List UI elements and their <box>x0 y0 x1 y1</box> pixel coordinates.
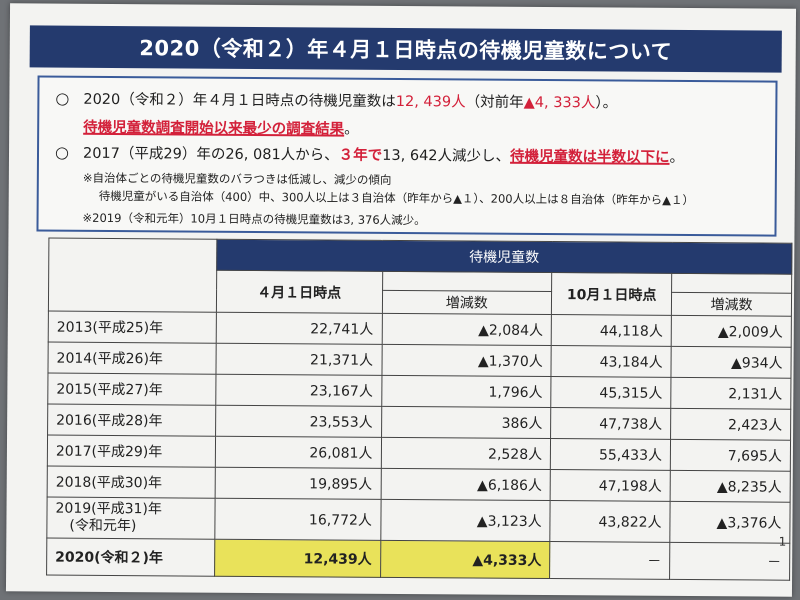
summary-box: ○ 2020（令和２）年４月１日時点の待機児童数は12, 439人（対前年▲4, … <box>36 75 778 237</box>
april-change-cell: ▲3,123人 <box>380 499 551 542</box>
table-row: 2018(平成30)年 19,895人 ▲6,186人 47,198人 ▲8,2… <box>47 466 791 503</box>
summary-line-1: ○ 2020（令和２）年４月１日時点の待機児童数は12, 439人（対前年▲4, … <box>55 88 617 113</box>
april-count-cell: 22,741人 <box>215 312 382 345</box>
note-1: ※自治体ごとの待機児童数のバラつきは低減し、減少の傾向 <box>82 170 392 187</box>
page-number: 1 <box>778 534 787 549</box>
october-change-cell: ▲2,009人 <box>671 315 792 348</box>
record-low-highlight: 待機児童数調査開始以来最少の調査結果 <box>83 119 345 138</box>
october-count-cell: 44,118人 <box>551 314 672 347</box>
april-count-cell: 21,371人 <box>215 343 382 376</box>
october-count-cell: 55,433人 <box>550 438 671 471</box>
october-count-cell: 47,198人 <box>550 469 671 502</box>
document-page: 2020（令和２）年４月１日時点の待機児童数について ○ 2020（令和２）年４月… <box>5 3 797 597</box>
summary-text: 2020（令和２）年４月１日時点の待機児童数は <box>83 91 396 110</box>
summary-text: 。 <box>344 121 359 138</box>
april-count-cell: 23,553人 <box>215 405 382 438</box>
october-change-cell: 2,131人 <box>670 377 791 410</box>
april-change-cell: ▲4,333人 <box>380 540 551 579</box>
october-count-cell: － <box>549 541 670 580</box>
table-row: 2017(平成29)年 26,081人 2,528人 55,433人 7,695… <box>47 435 791 472</box>
april-change-cell: 1,796人 <box>381 375 552 408</box>
col-header-april-change: 増減数 <box>381 290 552 315</box>
col-header-october-change: 増減数 <box>671 292 792 317</box>
october-change-cell: ▲8,235人 <box>670 470 791 503</box>
year-cell: 2016(平成28)年 <box>47 404 216 437</box>
note-2: 待機児童がいる自治体（400）中、300人以上は３自治体（昨年から▲１）、200… <box>98 188 695 208</box>
table-row: 2016(平成28)年 23,553人 386人 47,738人 2,423人 <box>47 404 791 441</box>
document-title: 2020（令和２）年４月１日時点の待機児童数について <box>29 25 782 73</box>
col-header-april: ４月１日時点 <box>216 270 383 314</box>
year-cell: 2013(平成25)年 <box>48 311 217 344</box>
table-header-row-1: 待機児童数 <box>48 238 792 313</box>
summary-text: 13, 642人減少し、 <box>382 147 511 165</box>
year-cell: 2020(令和２)年 <box>46 538 215 577</box>
october-change-cell: ▲934人 <box>671 346 792 379</box>
year-cell: 2014(平成26)年 <box>47 342 216 375</box>
table-row: 2019(平成31)年 (令和元年) 16,772人 ▲3,123人 43,82… <box>46 497 791 544</box>
october-count-cell: 45,315人 <box>550 376 672 409</box>
april-count-cell: 26,081人 <box>215 436 382 469</box>
year-cell: 2019(平成31)年 (令和元年) <box>46 497 215 540</box>
waiting-count-value: 12, 439人 <box>395 93 466 111</box>
yoy-change-value: ▲4, 333人 <box>523 94 596 112</box>
group-header: 待機児童数 <box>216 239 792 275</box>
col-header-october: 10月１日時点 <box>551 272 672 316</box>
summary-text: 2017（平成29）年の26, 081人から、 <box>82 145 339 164</box>
october-count-cell: 43,184人 <box>551 345 672 378</box>
table-corner-cell <box>48 238 217 313</box>
summary-text: 。 <box>669 149 685 166</box>
october-change-cell: 7,695人 <box>670 439 791 472</box>
october-change-cell: － <box>669 542 790 581</box>
year-cell: 2018(平成30)年 <box>47 466 216 499</box>
table-row: 2015(平成27)年 23,167人 1,796人 45,315人 2,131… <box>47 373 791 410</box>
april-change-cell: ▲1,370人 <box>381 344 552 377</box>
summary-text: ）。 <box>595 95 618 112</box>
april-change-cell: 386人 <box>381 406 551 439</box>
header-blank-cell <box>382 271 552 292</box>
year-cell: 2017(平成29)年 <box>47 435 216 468</box>
october-count-cell: 43,822人 <box>550 500 671 543</box>
summary-line-3: ○ 2017（平成29）年の26, 081人から、３年で13, 642人減少し、待… <box>55 142 684 167</box>
circle-bullet-icon: ○ <box>55 88 70 108</box>
three-years-highlight: ３年で <box>338 147 383 164</box>
april-count-cell: 16,772人 <box>214 498 381 541</box>
table-row: 2013(平成25)年 22,741人 ▲2,084人 44,118人 ▲2,0… <box>48 311 792 348</box>
halved-highlight: 待機児童数は半数以下に <box>510 148 670 166</box>
april-change-cell: 2,528人 <box>380 437 551 470</box>
note-3: ※2019（令和元年）10月１日時点の待機児童数は3, 376人減少。 <box>82 210 426 228</box>
summary-text: （対前年 <box>465 94 524 111</box>
table-row-current: 2020(令和２)年 12,439人 ▲4,333人 － － <box>46 538 790 581</box>
april-change-cell: ▲2,084人 <box>381 313 552 346</box>
october-count-cell: 47,738人 <box>550 407 671 440</box>
october-change-cell: 2,423人 <box>670 408 791 441</box>
waiting-children-table: 待機児童数 ４月１日時点 10月１日時点 増減数 増減数 2013(平成25)年… <box>46 238 792 581</box>
table-row: 2014(平成26)年 21,371人 ▲1,370人 43,184人 ▲934… <box>47 342 792 379</box>
april-count-cell: 23,167人 <box>215 374 382 407</box>
header-blank-cell <box>671 273 792 294</box>
october-change-cell: ▲3,376人 <box>669 501 791 544</box>
summary-line-2: 待機児童数調査開始以来最少の調査結果。 <box>83 116 359 139</box>
year-line-era: (令和元年) <box>69 517 137 535</box>
april-count-cell: 19,895人 <box>214 467 381 500</box>
circle-bullet-icon: ○ <box>54 142 70 162</box>
year-line: 2019(平成31)年 <box>55 500 162 518</box>
april-count-cell: 12,439人 <box>214 539 381 578</box>
year-cell: 2015(平成27)年 <box>47 373 216 406</box>
april-change-cell: ▲6,186人 <box>380 468 551 501</box>
